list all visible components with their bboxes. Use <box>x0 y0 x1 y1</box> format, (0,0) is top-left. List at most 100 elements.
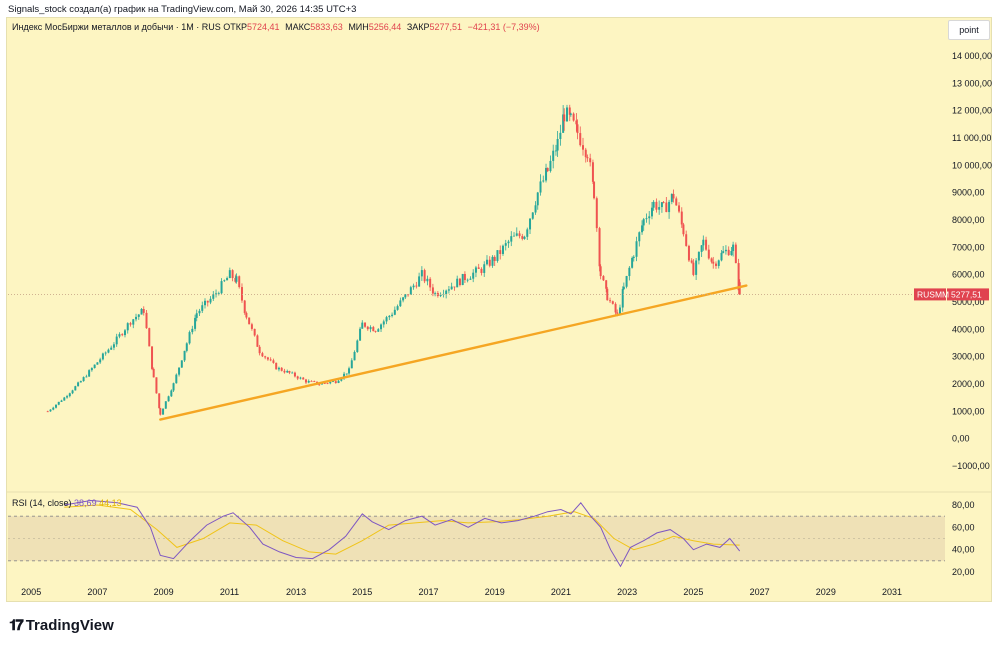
rsi-lines[interactable] <box>64 499 741 568</box>
tradingview-logo[interactable]: 𝟏𝟕 TradingView <box>9 617 114 634</box>
price-tag-symbol-bg <box>914 288 946 301</box>
candle-body <box>74 386 77 391</box>
candle-body <box>515 233 518 236</box>
candle-body <box>135 316 138 320</box>
time-axis[interactable]: 2005 2007 2009 2011 2013 2015 2017 2019 2021 2023… <box>21 587 902 597</box>
candle-body <box>152 368 155 378</box>
candle-body <box>261 353 264 357</box>
candle-body <box>158 393 161 409</box>
candle-body <box>605 280 608 289</box>
candle-body <box>155 377 158 394</box>
candle-body <box>642 219 645 226</box>
candle-body <box>195 313 198 318</box>
candle-body <box>660 202 663 208</box>
candle-body <box>734 244 737 264</box>
candle-body <box>275 362 278 370</box>
candle-body <box>690 260 693 263</box>
candle-body <box>447 289 450 291</box>
candle-body <box>618 307 621 314</box>
candle-body <box>226 278 229 281</box>
candle-body <box>732 244 735 252</box>
candle-body <box>631 257 634 268</box>
candle-body <box>602 276 605 281</box>
candle-body <box>313 381 316 382</box>
price-tag-symbol: RUSMM <box>917 289 949 299</box>
candle-body <box>185 343 188 351</box>
candle-body <box>722 251 725 253</box>
candle-body <box>57 401 60 405</box>
candles[interactable] <box>46 104 741 416</box>
candle-body <box>340 378 343 381</box>
rsi-line <box>64 499 741 568</box>
candle-body <box>609 300 612 302</box>
price-axis[interactable]: 14 000,00 13 000,00 12 000,00 11 000,00 10 0… <box>6 51 992 493</box>
candle-body <box>534 205 537 213</box>
candle-body <box>178 367 181 375</box>
candle-body <box>565 107 568 122</box>
candle-body <box>542 180 545 182</box>
candle-body <box>501 245 504 254</box>
candle-body <box>223 280 226 282</box>
time-tick-label: 2027 <box>750 587 770 597</box>
candle-body <box>423 270 426 282</box>
candle-body <box>212 294 215 299</box>
candle-body <box>332 381 335 382</box>
candle-body <box>377 329 380 332</box>
chart-frame <box>6 17 992 602</box>
price-tick-label: 14 000,00 <box>952 51 992 61</box>
candle-body <box>396 306 399 310</box>
candle-body <box>388 315 391 318</box>
candle-body <box>85 376 88 378</box>
candle-body <box>238 276 241 288</box>
candle-body <box>159 408 162 415</box>
candle-body <box>253 328 256 336</box>
candle-body <box>118 334 121 337</box>
candle-body <box>662 202 665 203</box>
candle-body <box>445 290 448 295</box>
candle-body <box>90 368 93 371</box>
candle-body <box>652 201 655 208</box>
candle-body <box>228 270 231 279</box>
price-tick-label: 2000,00 <box>952 379 985 389</box>
candle-body <box>49 409 52 412</box>
candle-body <box>220 281 223 294</box>
candle-body <box>299 377 302 379</box>
candle-body <box>77 382 80 387</box>
candle-body <box>231 270 234 279</box>
candle-body <box>140 309 143 315</box>
candle-body <box>137 314 140 317</box>
candle-body <box>350 360 353 369</box>
candle-body <box>727 249 730 256</box>
trendline[interactable] <box>159 284 748 421</box>
legend-close-value: 5277,51 <box>429 22 463 32</box>
rsi-tick-label: 20,00 <box>952 567 975 577</box>
candle-body <box>46 411 49 413</box>
time-tick-label: 2011 <box>220 587 239 597</box>
candle-body <box>536 192 539 206</box>
candle-body <box>286 370 289 373</box>
scale-mode-button[interactable]: point <box>948 20 990 40</box>
candle-body <box>217 293 220 295</box>
price-tag: RUSMM 5277,51 <box>914 288 989 301</box>
candle-body <box>412 285 415 288</box>
candle-body <box>641 225 644 233</box>
candle-body <box>700 245 703 252</box>
candle-body <box>575 120 578 125</box>
candle-body <box>326 383 329 385</box>
candle-body <box>710 258 713 262</box>
candle-body <box>466 279 469 281</box>
candle-body <box>521 236 524 239</box>
rsi-axis[interactable]: 80,00 60,00 40,00 20,00 <box>952 500 975 577</box>
candle-body <box>209 298 212 303</box>
candle-body <box>680 211 683 225</box>
candle-body <box>293 372 296 377</box>
candle-body <box>88 370 91 377</box>
candle-body <box>712 261 715 264</box>
price-tick-label: 9000,00 <box>952 188 985 198</box>
candle-body <box>63 397 66 401</box>
candle-body <box>579 133 582 146</box>
candle-body <box>491 256 494 266</box>
rsi-legend: RSI (14, close) 38,69 44,13 <box>12 498 122 508</box>
candle-body <box>99 359 102 363</box>
